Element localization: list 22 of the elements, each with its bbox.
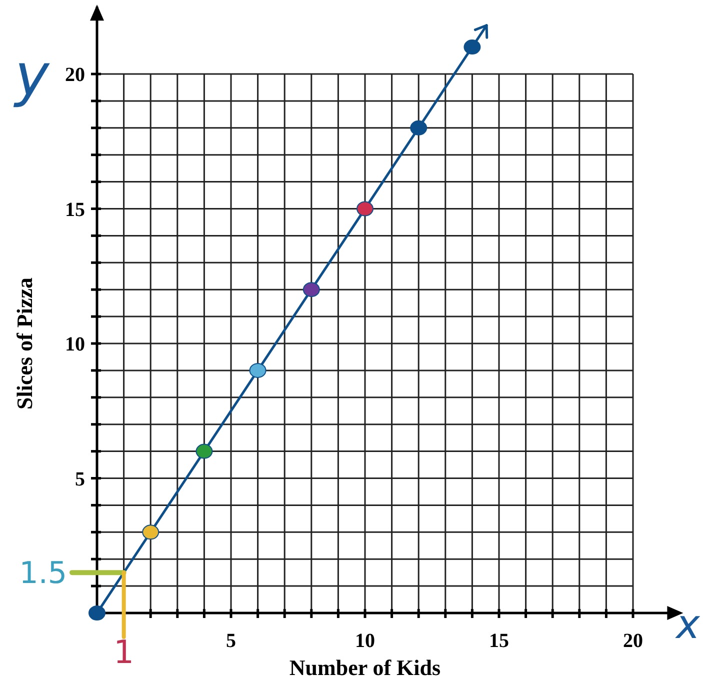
point — [249, 362, 266, 378]
x-tick-label: 20 — [623, 630, 643, 652]
x-tick-label: 10 — [355, 630, 375, 652]
annotation: 1 — [114, 633, 134, 671]
point — [302, 282, 320, 298]
x-axis-title: Number of Kids — [289, 655, 442, 680]
x-tick-label: 5 — [226, 630, 236, 652]
y-tick-label: 5 — [75, 468, 85, 490]
y-tick-label: 15 — [65, 198, 85, 221]
point — [196, 444, 213, 459]
y-tick-label: 20 — [65, 64, 85, 86]
point — [410, 120, 428, 136]
point — [356, 201, 374, 216]
annotation: 1.5 — [19, 556, 67, 592]
y-tick-label: 10 — [65, 334, 85, 356]
text: x — [674, 602, 700, 648]
point — [88, 606, 106, 620]
y-axis-title: Slices of Pizza — [12, 278, 37, 410]
point — [464, 40, 481, 55]
x-tick-label: 15 — [489, 630, 509, 652]
point — [142, 524, 160, 540]
text: y — [12, 41, 50, 109]
